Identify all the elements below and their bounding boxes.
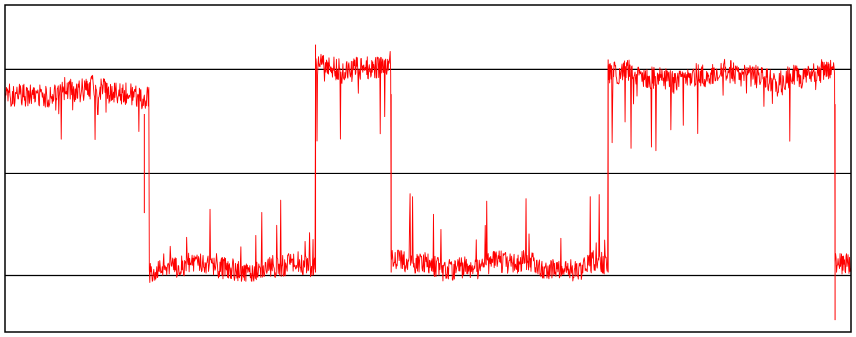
series-group — [4, 44, 851, 321]
plot-frame — [4, 4, 852, 333]
series-line-1 — [4, 51, 851, 283]
gridlines — [5, 68, 851, 277]
